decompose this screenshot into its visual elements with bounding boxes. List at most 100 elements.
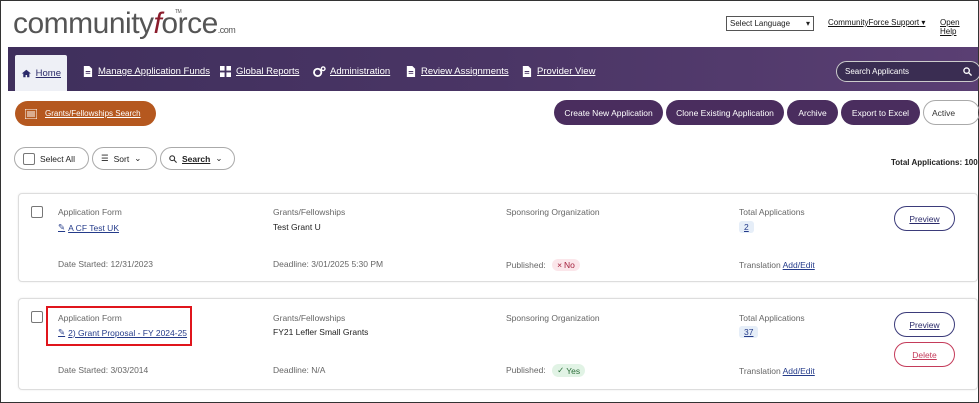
language-select-value: Select Language — [730, 19, 791, 28]
grants-label: Grants/Fellowships — [273, 313, 346, 323]
published-value: No — [564, 260, 575, 270]
nav-review-assignments[interactable]: Review Assignments — [404, 66, 509, 77]
document-icon — [522, 66, 532, 77]
nav-administration-label: Administration — [330, 66, 391, 77]
published-label: Published: — [506, 260, 546, 270]
logo-text-com: .com — [217, 25, 236, 35]
nav-home[interactable]: Home — [15, 55, 67, 91]
deadline: Deadline: 3/01/2025 5:30 PM — [273, 259, 384, 269]
translation-label: Translation — [739, 260, 781, 270]
search-filter-dropdown[interactable]: Search ⌄ — [160, 147, 235, 170]
search-filter-label: Search — [182, 153, 211, 164]
translation: Translation Add/Edit — [739, 366, 815, 376]
edit-icon: ✎ — [58, 222, 66, 232]
check-icon: ✓ — [557, 365, 565, 375]
logo-tm: TM — [175, 9, 182, 15]
main-nav: Home Manage Application Funds Global Rep… — [8, 47, 979, 91]
delete-button[interactable]: Delete — [894, 342, 955, 367]
published-badge: ✓ Yes — [552, 364, 586, 377]
checkbox-icon — [23, 152, 35, 165]
highlight-box — [46, 306, 192, 346]
grid-icon — [220, 66, 231, 77]
language-select[interactable]: Select Language ▾ — [726, 16, 814, 31]
chevron-down-icon: ▾ — [805, 19, 810, 28]
published-badge: × No — [552, 259, 580, 271]
application-form-label: Application Form — [58, 313, 122, 323]
application-form-label: Application Form — [58, 207, 122, 217]
support-link-label: CommunityForce Support — [828, 18, 920, 27]
gears-icon — [313, 66, 326, 77]
chevron-down-icon: ⌄ — [215, 153, 223, 163]
preview-button[interactable]: Preview — [894, 312, 955, 337]
translation-label: Translation — [739, 366, 781, 376]
search-applicants-input[interactable]: Search Applicants — [836, 61, 979, 82]
support-link[interactable]: CommunityForce Support ▾ — [828, 18, 926, 27]
home-icon — [21, 69, 31, 77]
grants-fellowships-search-button[interactable]: Grants/Fellowships Search — [15, 101, 156, 126]
export-to-excel-button[interactable]: Export to Excel — [841, 100, 920, 125]
status-filter-value: Active — [932, 107, 956, 118]
card-checkbox[interactable] — [31, 206, 43, 218]
logo-text-orce: orce — [161, 7, 218, 40]
nav-global-reports-label: Global Reports — [236, 66, 300, 77]
sort-label: Sort — [113, 153, 130, 164]
nav-manage-application-funds-label: Manage Application Funds — [98, 66, 210, 77]
search-icon[interactable] — [963, 67, 972, 76]
application-form-name: 2) Grant Proposal - FY 2024-25 — [68, 327, 188, 338]
total-applications-link[interactable]: 2 — [739, 221, 754, 233]
document-icon — [83, 66, 93, 77]
application-form-link[interactable]: ✎ 2) Grant Proposal - FY 2024-25 — [58, 327, 187, 338]
translation: Translation Add/Edit — [739, 260, 815, 270]
total-applications-link[interactable]: 37 — [739, 326, 759, 338]
nav-provider-view[interactable]: Provider View — [520, 66, 595, 77]
communityforce-logo[interactable]: communityforce.com TM — [13, 7, 236, 41]
close-icon: × — [557, 260, 563, 270]
create-new-application-button[interactable]: Create New Application — [554, 100, 663, 125]
select-all-checkbox[interactable]: Select All — [14, 147, 89, 170]
nav-provider-view-label: Provider View — [537, 66, 596, 77]
published-status: Published: ✓ Yes — [506, 364, 586, 377]
help-link[interactable]: Open Help — [940, 18, 960, 36]
sponsoring-organization-label: Sponsoring Organization — [506, 207, 600, 217]
search-applicants-placeholder: Search Applicants — [845, 67, 910, 76]
nav-administration[interactable]: Administration — [313, 66, 390, 77]
clone-existing-application-button[interactable]: Clone Existing Application — [666, 100, 784, 125]
total-applications-count: Total Applications: 100 — [891, 158, 978, 167]
application-form-link[interactable]: ✎ A CF Test UK — [58, 222, 119, 233]
deadline: Deadline: N/A — [273, 365, 326, 375]
sliders-icon: ☰ — [101, 153, 109, 163]
application-form-name: A CF Test UK — [68, 222, 119, 233]
nav-review-assignments-label: Review Assignments — [421, 66, 509, 77]
sponsoring-organization-label: Sponsoring Organization — [506, 313, 600, 323]
published-value: Yes — [566, 365, 581, 376]
date-started: Date Started: 12/31/2023 — [58, 259, 153, 269]
date-started: Date Started: 3/03/2014 — [58, 365, 149, 375]
sort-dropdown[interactable]: ☰ Sort ⌄ — [92, 147, 157, 170]
nav-global-reports[interactable]: Global Reports — [219, 66, 299, 77]
grants-fellowships-search-label: Grants/Fellowships Search — [45, 109, 141, 118]
top-bar: communityforce.com TM Select Language ▾ … — [1, 1, 978, 47]
nav-home-label: Home — [35, 67, 61, 79]
logo-text-community: community — [13, 7, 154, 40]
translation-add-edit-link[interactable]: Add/Edit — [782, 366, 815, 376]
published-status: Published: × No — [506, 259, 580, 271]
search-icon — [169, 154, 177, 163]
translation-add-edit-link[interactable]: Add/Edit — [782, 260, 815, 270]
preview-button[interactable]: Preview — [894, 206, 955, 231]
grant-name: FY21 Lefler Small Grants — [273, 327, 369, 337]
edit-icon: ✎ — [58, 327, 66, 337]
list-icon — [25, 108, 37, 119]
select-all-label: Select All — [40, 153, 75, 164]
status-filter-select[interactable]: Active — [923, 100, 979, 125]
logo-text-f: f — [153, 7, 162, 40]
nav-manage-application-funds[interactable]: Manage Application Funds — [81, 66, 210, 77]
grant-name: Test Grant U — [273, 222, 321, 232]
published-label: Published: — [506, 365, 546, 375]
card-checkbox[interactable] — [31, 311, 43, 323]
grants-label: Grants/Fellowships — [273, 207, 346, 217]
document-icon — [406, 66, 416, 77]
archive-button[interactable]: Archive — [787, 100, 838, 125]
total-applications-label: Total Applications — [739, 313, 805, 323]
chevron-down-icon: ⌄ — [134, 153, 142, 163]
application-card: Application Form ✎ A CF Test UK Grants/F… — [18, 193, 978, 282]
